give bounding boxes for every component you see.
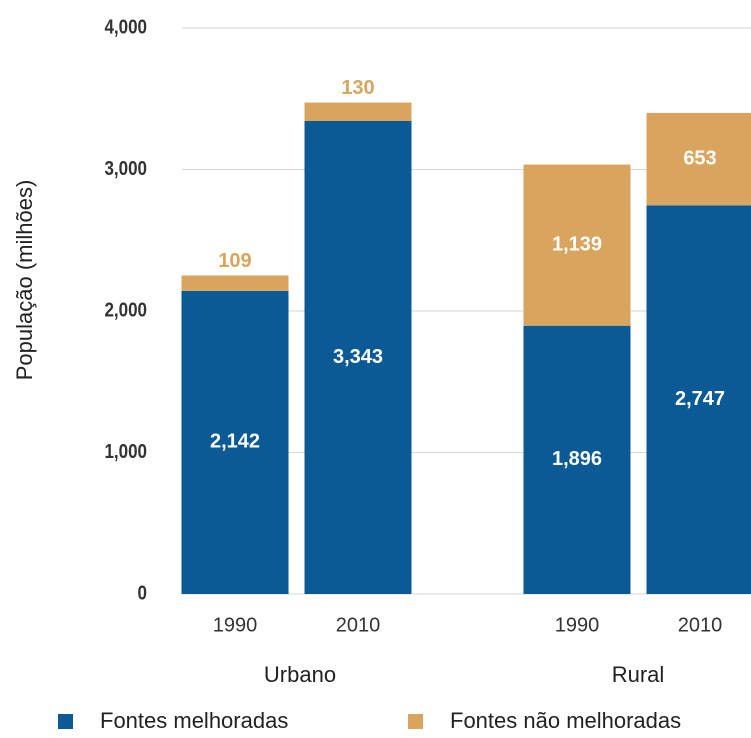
bar-segment (304, 102, 412, 121)
y-tick-label: 0 (138, 581, 147, 604)
x-tick-label: 2010 (678, 614, 723, 636)
x-tick-label: 2010 (336, 614, 381, 636)
legend-label: Fontes não melhoradas (450, 708, 681, 733)
x-tick-label: 1990 (213, 614, 258, 636)
bar-segment (181, 275, 289, 291)
value-label: 2,142 (210, 431, 260, 453)
y-tick-label: 1,000 (104, 439, 147, 462)
bar-segment (646, 112, 751, 206)
bar-segment (304, 120, 412, 594)
value-label: 653 (683, 147, 716, 169)
bar-segment (646, 205, 751, 594)
y-axis-label: População (milhões) (12, 180, 37, 381)
value-label: 3,343 (333, 346, 383, 368)
value-label: 2,747 (675, 388, 725, 410)
y-tick-label: 3,000 (104, 156, 147, 179)
value-label: 109 (218, 250, 251, 272)
value-label: 1,139 (552, 233, 602, 255)
y-tick-label: 4,000 (104, 15, 147, 38)
legend-swatch (58, 714, 73, 729)
bar-segment (181, 290, 289, 594)
value-label: 1,896 (552, 448, 602, 470)
bar-segment (523, 164, 631, 326)
value-label: 130 (341, 77, 374, 99)
group-label: Rural (612, 662, 665, 687)
legend-swatch (408, 714, 423, 729)
bar-segment (523, 325, 631, 594)
y-tick-label: 2,000 (104, 298, 147, 321)
x-tick-label: 1990 (555, 614, 600, 636)
legend-label: Fontes melhoradas (100, 708, 288, 733)
group-label: Urbano (264, 662, 336, 687)
